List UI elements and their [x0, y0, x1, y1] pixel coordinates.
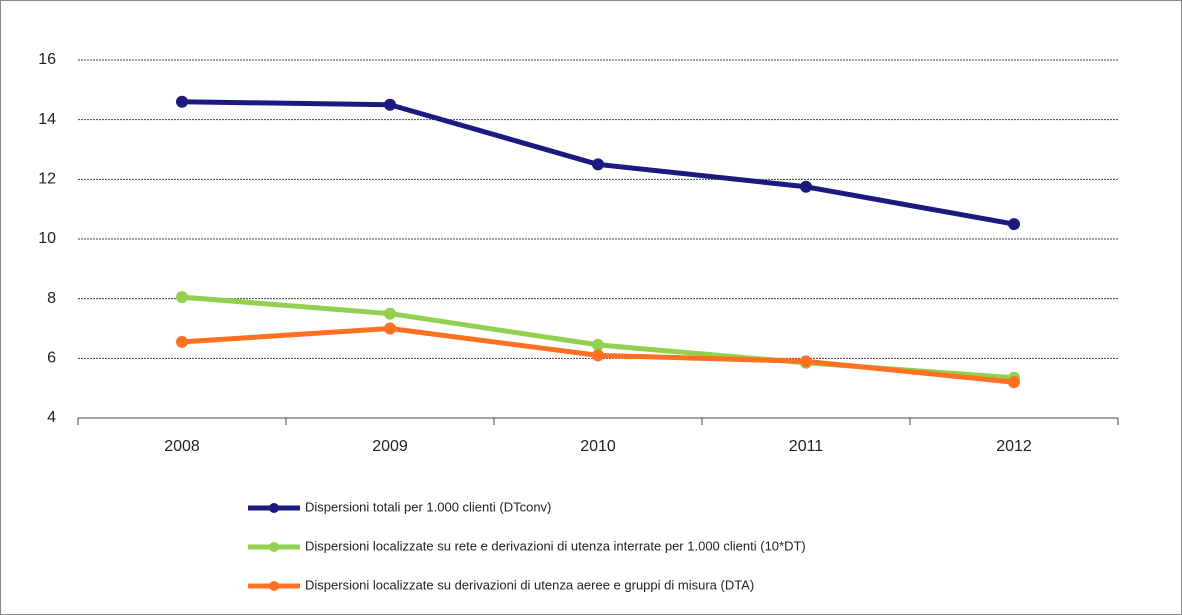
y-tick-label: 12: [38, 171, 56, 188]
x-tick-label: 2008: [164, 438, 200, 455]
legend-label: Dispersioni localizzate su derivazioni d…: [305, 577, 754, 592]
data-point: [1008, 376, 1020, 389]
data-point: [176, 95, 188, 108]
x-tick-label: 2010: [580, 438, 616, 455]
y-tick-label: 10: [38, 230, 56, 247]
data-point: [800, 355, 812, 368]
legend-marker: [269, 542, 279, 552]
data-point: [592, 158, 604, 171]
data-point: [592, 338, 604, 351]
data-point: [384, 98, 396, 111]
data-point: [384, 307, 396, 320]
y-tick-label: 4: [47, 409, 56, 426]
legend-marker: [269, 503, 279, 513]
data-point: [384, 322, 396, 335]
data-point: [592, 349, 604, 362]
data-point: [176, 335, 188, 348]
data-point: [176, 291, 188, 304]
data-point: [800, 180, 812, 193]
y-tick-label: 8: [47, 290, 56, 307]
legend-label: Dispersioni localizzate su rete e deriva…: [305, 538, 806, 553]
data-point: [1008, 218, 1020, 231]
x-tick-label: 2012: [996, 438, 1032, 455]
x-tick-label: 2011: [789, 438, 824, 455]
x-tick-label: 2009: [372, 438, 408, 455]
y-tick-label: 16: [38, 51, 56, 68]
legend-marker: [269, 581, 279, 591]
y-tick-label: 6: [47, 350, 56, 367]
legend: Dispersioni totali per 1.000 clienti (DT…: [248, 499, 806, 592]
legend-label: Dispersioni totali per 1.000 clienti (DT…: [305, 499, 551, 514]
y-tick-label: 14: [38, 111, 56, 128]
